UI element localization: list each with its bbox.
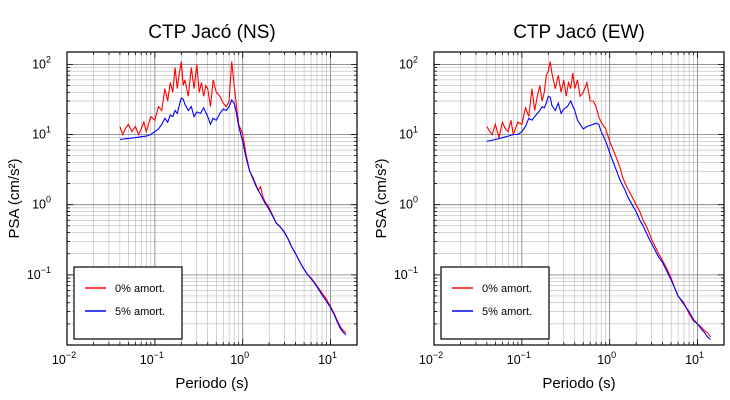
tick-exponent: −2 <box>433 350 443 360</box>
tick-exponent: 0 <box>611 350 616 360</box>
tick-exponent: −2 <box>66 350 76 360</box>
tick-marks <box>433 52 725 346</box>
y-tick-label: 100 <box>32 195 51 212</box>
y-tick-label: 10−1 <box>27 265 51 282</box>
plot-frame <box>433 51 725 346</box>
tick-base: 10 <box>685 353 699 367</box>
series-line-amort-0 <box>486 61 711 338</box>
tick-base: 10 <box>52 353 66 367</box>
tick-exponent: 0 <box>244 350 249 360</box>
tick-base: 10 <box>399 128 413 142</box>
tick-exponent: 0 <box>413 195 418 205</box>
tick-exponent: −1 <box>408 265 418 275</box>
tick-base: 10 <box>394 268 408 282</box>
tick-exponent: 1 <box>413 125 418 135</box>
x-axis-label: Periodo (s) <box>542 375 615 392</box>
x-axis-label: Periodo (s) <box>175 375 248 392</box>
x-tick-label: 101 <box>318 350 337 367</box>
tick-exponent: 1 <box>699 350 704 360</box>
x-tick-label: 100 <box>230 350 249 367</box>
tick-base: 10 <box>230 353 244 367</box>
tick-exponent: 1 <box>46 125 51 135</box>
chart-title: CTP Jacó (EW) <box>513 22 645 43</box>
y-tick-label: 101 <box>32 125 51 142</box>
series-line-amort-5 <box>486 95 711 340</box>
tick-exponent: 2 <box>413 54 418 64</box>
tick-base: 10 <box>32 128 46 142</box>
tick-exponent: −1 <box>41 265 51 275</box>
legend: 0% amort. 5% amort. <box>73 266 183 340</box>
y-axis-label: PSA (cm/s²) <box>6 158 23 238</box>
x-tick-label: 10−2 <box>419 350 443 367</box>
tick-base: 10 <box>399 57 413 71</box>
tick-exponent: 1 <box>332 350 337 360</box>
tick-exponent: −1 <box>521 350 531 360</box>
tick-base: 10 <box>318 353 332 367</box>
tick-base: 10 <box>399 198 413 212</box>
x-tick-label: 101 <box>685 350 704 367</box>
y-tick-label: 10−1 <box>394 265 418 282</box>
y-tick-label: 102 <box>32 54 51 71</box>
chart-panel-1: CTP Jacó (NS)10−2 10−1 100 10110−1100101102… <box>6 22 358 392</box>
chart-panel-2: CTP Jacó (EW)10−2 10−1 100 10110−1100101102… <box>373 22 725 392</box>
legend-box <box>440 266 550 340</box>
tick-base: 10 <box>140 353 154 367</box>
x-tick-label: 10−1 <box>507 350 531 367</box>
tick-exponent: −1 <box>154 350 164 360</box>
tick-base: 10 <box>32 57 46 71</box>
plot-frame <box>66 51 358 346</box>
tick-base: 10 <box>27 268 41 282</box>
tick-marks <box>66 52 358 346</box>
chart-title: CTP Jacó (NS) <box>148 22 275 43</box>
tick-exponent: 0 <box>46 195 51 205</box>
tick-base: 10 <box>419 353 433 367</box>
x-tick-label: 100 <box>597 350 616 367</box>
legend-label: 5% amort. <box>115 306 165 318</box>
x-tick-label: 10−2 <box>52 350 76 367</box>
y-tick-label: 102 <box>399 54 418 71</box>
series-line-amort-5 <box>119 97 347 336</box>
tick-base: 10 <box>597 353 611 367</box>
y-tick-label: 100 <box>399 195 418 212</box>
y-axis-label: PSA (cm/s²) <box>373 158 390 238</box>
legend-label: 5% amort. <box>482 306 532 318</box>
tick-base: 10 <box>32 198 46 212</box>
tick-base: 10 <box>507 353 521 367</box>
y-tick-label: 101 <box>399 125 418 142</box>
tick-exponent: 2 <box>46 54 51 64</box>
legend-box <box>73 266 183 340</box>
grid-lines <box>67 52 357 345</box>
legend: 0% amort. 5% amort. <box>440 266 550 340</box>
legend-label: 0% amort. <box>115 283 165 295</box>
legend-label: 0% amort. <box>482 283 532 295</box>
x-tick-label: 10−1 <box>140 350 164 367</box>
